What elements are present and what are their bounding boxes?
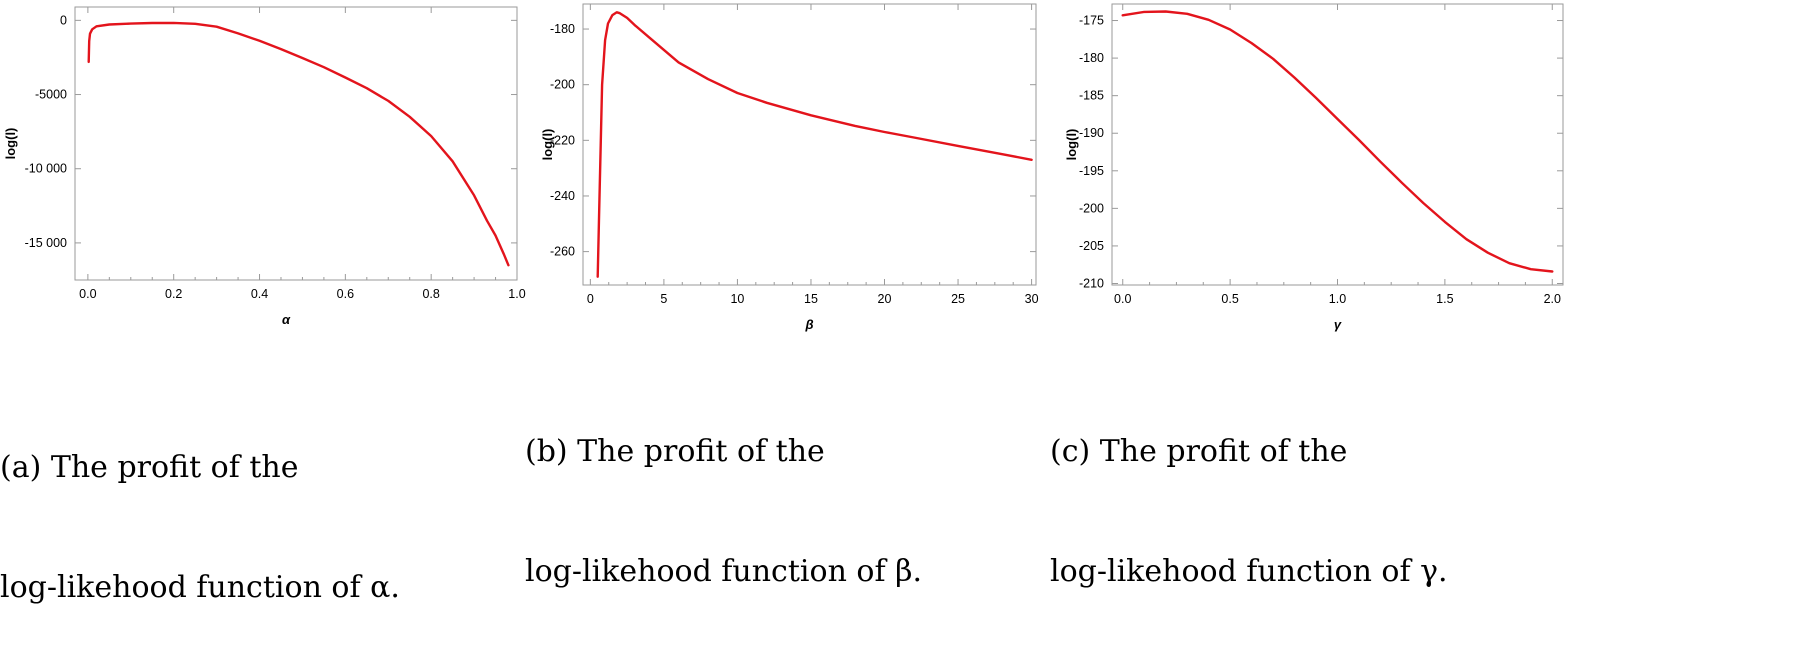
alpha-x-tick-label: 1.0 bbox=[508, 287, 525, 301]
alpha-x-tick-label: 0.0 bbox=[79, 287, 96, 301]
beta-x-tick-label: 15 bbox=[804, 292, 818, 306]
alpha-y-tick-label: 0 bbox=[60, 13, 67, 27]
gamma-x-tick-label: 2.0 bbox=[1544, 292, 1561, 306]
caption-gamma-line1: (c) The profit of the bbox=[1050, 434, 1348, 469]
alpha-y-tick-label: -5000 bbox=[35, 88, 67, 102]
beta-x-axis-label: β bbox=[804, 317, 813, 332]
alpha-plot-frame bbox=[74, 6, 518, 281]
beta-y-tick-label: -200 bbox=[550, 78, 575, 92]
gamma-y-tick-label: -190 bbox=[1079, 126, 1104, 140]
beta-x-tick-label: 5 bbox=[660, 292, 667, 306]
beta-x-tick-label: 0 bbox=[587, 292, 594, 306]
beta-y-tick-label: -220 bbox=[550, 133, 575, 147]
chart-panel-gamma: 0.0 0.5 1.0 1.5 2.0 -175 -180 -185 -190 -195 -200 -… bbox=[1064, 0, 1667, 489]
alpha-y-axis-label: log(l) bbox=[3, 128, 18, 160]
beta-y-tick-label: -240 bbox=[550, 189, 575, 203]
alpha-loglik-curve bbox=[87, 21, 510, 267]
beta-plot-frame bbox=[582, 3, 1037, 286]
beta-loglik-curve bbox=[596, 11, 1033, 278]
beta-y-axis-label: log(l) bbox=[540, 129, 555, 161]
gamma-loglik-chart: 0.0 0.5 1.0 1.5 2.0 -175 -180 -185 -190 -195 -200 -… bbox=[1064, 3, 1564, 332]
gamma-x-tick-label: 0.0 bbox=[1114, 292, 1131, 306]
gamma-plot-frame bbox=[1111, 3, 1564, 286]
beta-y-tick-label: -180 bbox=[550, 22, 575, 36]
caption-alpha-line2: log-likehood function of α. bbox=[0, 570, 400, 605]
gamma-x-tick-label: 1.0 bbox=[1329, 292, 1346, 306]
caption-beta: (b) The profit of the log-likehood funct… bbox=[525, 352, 922, 632]
gamma-x-tick-label: 0.5 bbox=[1221, 292, 1238, 306]
alpha-y-tick-label: -10 000 bbox=[25, 162, 67, 176]
alpha-y-tick-label: -15 000 bbox=[25, 236, 67, 250]
alpha-x-tick-label: 0.6 bbox=[337, 287, 354, 301]
caption-beta-line2: log-likehood function of β. bbox=[525, 554, 923, 589]
gamma-y-tick-label: -185 bbox=[1079, 89, 1104, 103]
alpha-x-tick-label: 0.8 bbox=[422, 287, 439, 301]
gamma-y-axis-label: log(l) bbox=[1064, 129, 1079, 161]
gamma-x-tick-label: 1.5 bbox=[1436, 292, 1453, 306]
chart-panel-alpha: 0.0 0.2 0.4 0.6 0.8 1.0 0 -5000 -10 000 -15 000 α l… bbox=[0, 0, 600, 489]
gamma-y-tick-label: -200 bbox=[1079, 201, 1104, 215]
alpha-x-tick-label: 0.4 bbox=[251, 287, 268, 301]
caption-gamma-line2: log-likehood function of γ. bbox=[1050, 554, 1448, 589]
gamma-y-tick-label: -180 bbox=[1079, 51, 1104, 65]
gamma-y-tick-label: -205 bbox=[1079, 239, 1104, 253]
gamma-loglik-curve bbox=[1121, 10, 1554, 273]
gamma-y-tick-label: -175 bbox=[1079, 14, 1104, 28]
gamma-y-tick-label: -210 bbox=[1079, 276, 1104, 290]
caption-alpha: (a) The profit of the log-likehood funct… bbox=[0, 368, 400, 648]
alpha-x-tick-label: 0.2 bbox=[165, 287, 182, 301]
caption-alpha-line1: (a) The profit of the bbox=[0, 450, 299, 485]
caption-beta-line1: (b) The profit of the bbox=[525, 434, 825, 469]
chart-panel-beta: 0 5 10 15 20 25 30 -180 -200 -220 -240 -260 β log(l) bbox=[540, 0, 1140, 489]
gamma-y-tick-label: -195 bbox=[1079, 164, 1104, 178]
beta-x-tick-label: 30 bbox=[1025, 292, 1039, 306]
gamma-x-axis-label: γ bbox=[1334, 317, 1342, 332]
beta-loglik-chart: 0 5 10 15 20 25 30 -180 -200 -220 -240 -260 β log(l) bbox=[540, 3, 1039, 332]
beta-x-tick-label: 25 bbox=[951, 292, 965, 306]
beta-x-tick-label: 10 bbox=[730, 292, 744, 306]
beta-y-tick-label: -260 bbox=[550, 245, 575, 259]
caption-gamma: (c) The profit of the log-likehood funct… bbox=[1050, 352, 1448, 632]
beta-x-tick-label: 20 bbox=[878, 292, 892, 306]
alpha-loglik-chart: 0.0 0.2 0.4 0.6 0.8 1.0 0 -5000 -10 000 -15 000 α l… bbox=[3, 6, 526, 327]
alpha-x-axis-label: α bbox=[282, 312, 291, 327]
